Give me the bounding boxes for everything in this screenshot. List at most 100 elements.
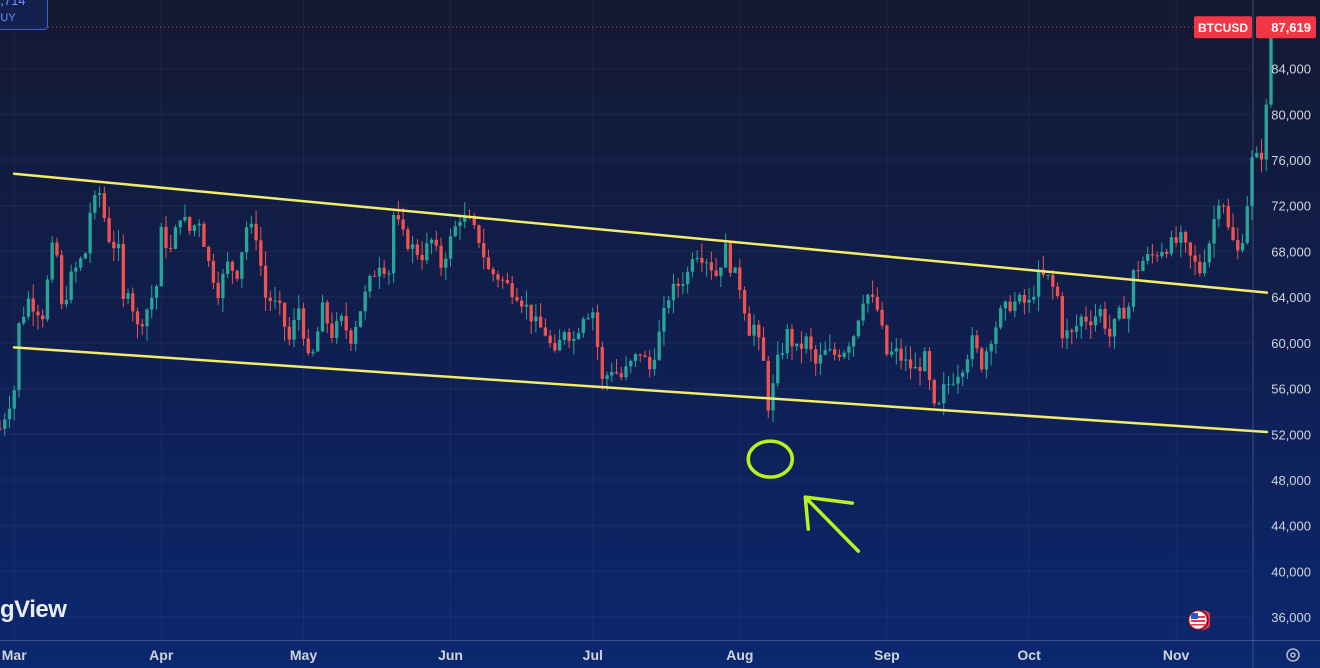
candle-body [1160,251,1164,257]
candle-body [311,351,315,354]
candle-body [885,325,889,355]
candle-body [1221,205,1226,207]
candle-body [1032,296,1036,300]
candle-body [719,267,723,276]
candle-body [818,354,823,364]
candle-body [1046,274,1050,276]
candle-body [861,303,865,321]
y-tick-label: 56,000 [1271,382,1311,397]
candle-body [78,258,83,268]
candle-body [154,286,159,298]
candle-body [434,239,438,246]
candle-body [363,291,367,312]
candle-body [41,315,45,320]
last-price-label: 87,619 [1271,20,1311,35]
candle-body [965,359,970,373]
candle-body [211,260,216,283]
candle-body [562,332,567,340]
candle-body [330,323,334,338]
candle-body [439,245,443,268]
candle-body [728,243,732,273]
candle-body [633,354,638,361]
candle-body [97,193,102,196]
candle-body [1093,316,1098,326]
y-tick-label: 36,000 [1271,610,1311,625]
buy-button[interactable]: 7,714 BUY [0,0,48,30]
candle-body [648,356,652,370]
candle-body [164,226,168,248]
candle-body [477,225,481,243]
candle-body [1264,104,1268,160]
y-tick-label: 80,000 [1271,107,1311,122]
candle-body [368,275,372,292]
gear-icon[interactable] [1284,646,1302,664]
x-tick-label: Mar [2,647,27,663]
candle-body [1245,206,1249,243]
candle-body [771,383,775,411]
candle-body [263,265,268,298]
candle-body [1155,255,1159,257]
candle-body [1193,255,1197,262]
candle-body [1003,301,1008,309]
candle-body [420,255,424,261]
candle-body [178,220,182,228]
candle-body [738,267,742,291]
candle-body [1269,27,1273,105]
candle-body [757,324,761,338]
us-flag-icon[interactable] [1186,608,1210,632]
candle-body [804,336,808,349]
candle-body [847,346,851,353]
candle-body [415,244,419,256]
candle-body [1164,251,1169,254]
y-tick-label: 60,000 [1271,336,1311,351]
candle-body [1079,316,1083,327]
candle-body [1036,269,1041,297]
candle-body [36,311,40,316]
candle-body [1070,330,1074,332]
candle-body [662,307,666,332]
candle-body [316,331,320,352]
candle-body [1089,321,1093,326]
candle-body [610,371,614,376]
candle-body [880,309,884,326]
candle-body [1098,308,1102,317]
candle-body [681,284,685,286]
candle-body [795,343,799,347]
candle-body [828,349,832,351]
candle-body [244,227,249,253]
candle-body [1240,242,1245,251]
candle-body [358,311,363,327]
candle-body [970,335,974,360]
buy-label: BUY [0,12,16,24]
candle-body [614,371,619,374]
candle-body [790,328,794,347]
arrow-annotation [803,495,861,553]
candle-body [1169,237,1174,254]
candle-body [268,297,272,301]
candle-body [908,359,913,369]
candle-body [652,359,657,370]
candle-body [742,290,747,314]
candle-body [169,247,173,249]
candle-body [325,302,329,324]
candle-body [1255,152,1259,158]
candle-body [121,243,125,299]
candle-body [766,360,770,411]
candle-body [595,312,600,347]
candle-body [780,353,785,355]
candle-body [401,219,405,230]
candle-body [50,242,54,280]
candle-body [975,335,979,349]
candle-body [0,428,2,430]
candle-body [1055,286,1060,297]
candle-body [282,303,287,327]
candle-body [956,376,960,384]
candle-body [107,217,111,242]
candle-body [1217,205,1221,220]
candle-body [406,229,410,249]
candle-body [354,326,358,344]
candle-body [927,351,932,380]
y-tick-label: 40,000 [1271,564,1311,579]
